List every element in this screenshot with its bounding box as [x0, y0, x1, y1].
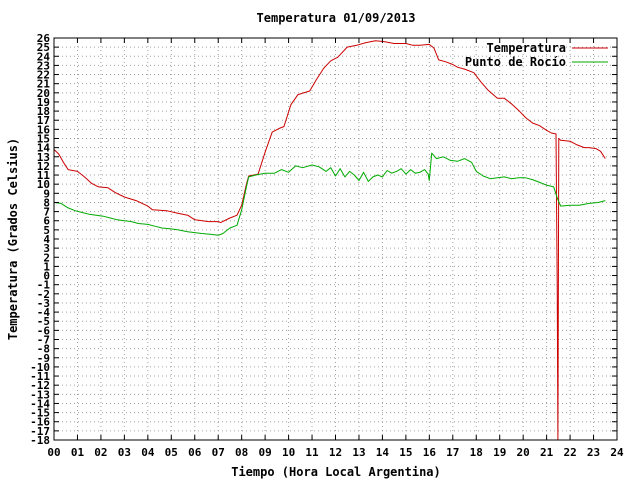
- x-tick-label: 08: [235, 446, 248, 459]
- x-tick-label: 16: [423, 446, 437, 459]
- y-tick-label: -13: [30, 388, 50, 401]
- y-tick-label: 13: [37, 151, 50, 164]
- y-tick-label: 18: [37, 105, 50, 118]
- y-tick-label: 5: [43, 224, 50, 237]
- y-tick-label: 11: [37, 169, 51, 182]
- legend-label-punto-de-rocio: Punto de Rocío: [465, 55, 566, 69]
- y-tick-label: 24: [37, 50, 51, 63]
- x-tick-label: 06: [188, 446, 202, 459]
- y-tick-label: 6: [43, 215, 50, 228]
- y-tick-label: 12: [37, 160, 50, 173]
- y-tick-label: 25: [37, 41, 50, 54]
- tick-marks: [53, 37, 618, 441]
- y-tick-label: 7: [43, 206, 50, 219]
- y-tick-label: -3: [37, 297, 50, 310]
- y-tick-label: -11: [30, 370, 50, 383]
- y-tick-label: -8: [37, 343, 50, 356]
- x-tick-label: 15: [399, 446, 412, 459]
- x-tick-label: 20: [517, 446, 530, 459]
- x-tick-label: 18: [470, 446, 483, 459]
- y-tick-label: -17: [30, 425, 50, 438]
- y-tick-label: 26: [37, 32, 51, 45]
- y-tick-label: 20: [37, 87, 50, 100]
- x-tick-labels: 00 01 02 03 04 05 06 07 08 09 10 11 12 13 14 15 16 17 18 19…: [47, 446, 624, 459]
- series-line-temperatura: [53, 40, 606, 441]
- y-tick-labels: -18-17-16-15-14-13-12-11-10-9-8-7-6-5-4-…: [30, 32, 50, 447]
- y-tick-label: 10: [37, 178, 50, 191]
- chart-title: Temperatura 01/09/2013: [257, 11, 416, 25]
- grid: [54, 38, 617, 440]
- y-tick-label: -18: [30, 434, 50, 447]
- x-tick-label: 23: [587, 446, 600, 459]
- x-tick-label: 04: [141, 446, 155, 459]
- y-tick-label: 2: [43, 251, 50, 264]
- x-tick-label: 13: [352, 446, 365, 459]
- y-tick-label: -6: [37, 324, 51, 337]
- y-tick-label: 3: [43, 242, 50, 255]
- x-tick-label: 21: [540, 446, 554, 459]
- x-axis-label: Tiempo (Hora Local Argentina): [231, 465, 441, 479]
- x-tick-label: 00: [47, 446, 60, 459]
- y-tick-label: 14: [37, 142, 51, 155]
- x-tick-label: 09: [259, 446, 272, 459]
- y-tick-label: -14: [30, 397, 50, 410]
- legend-label-temperatura: Temperatura: [487, 41, 566, 55]
- x-tick-label: 24: [610, 446, 624, 459]
- y-tick-label: 15: [37, 133, 50, 146]
- legend: Temperatura Punto de Rocío: [465, 41, 608, 69]
- x-tick-label: 19: [493, 446, 506, 459]
- x-tick-label: 02: [94, 446, 107, 459]
- y-tick-label: 16: [37, 123, 51, 136]
- y-tick-label: -16: [30, 416, 50, 429]
- y-tick-label: -10: [30, 361, 50, 374]
- y-tick-label: -5: [37, 315, 50, 328]
- y-tick-label: 0: [43, 270, 50, 283]
- y-tick-label: -1: [37, 279, 51, 292]
- x-tick-label: 07: [212, 446, 225, 459]
- x-tick-label: 12: [329, 446, 342, 459]
- series-lines: [53, 40, 606, 441]
- y-tick-label: 17: [37, 114, 50, 127]
- y-tick-label: -15: [30, 407, 50, 420]
- y-tick-label: -4: [37, 306, 51, 319]
- y-tick-label: 9: [43, 187, 50, 200]
- series-line-punto-de-rocio: [53, 152, 606, 236]
- y-tick-label: 1: [43, 260, 50, 273]
- x-tick-label: 05: [165, 446, 178, 459]
- y-tick-label: 8: [43, 196, 50, 209]
- y-tick-label: 4: [43, 233, 50, 246]
- x-tick-label: 17: [446, 446, 459, 459]
- x-tick-label: 10: [282, 446, 295, 459]
- x-tick-label: 11: [305, 446, 319, 459]
- y-tick-label: 21: [37, 78, 51, 91]
- y-tick-label: 22: [37, 69, 50, 82]
- x-tick-label: 14: [376, 446, 390, 459]
- y-tick-label: -7: [37, 334, 50, 347]
- y-tick-label: -2: [37, 288, 50, 301]
- x-tick-label: 22: [563, 446, 576, 459]
- x-tick-label: 03: [118, 446, 131, 459]
- y-tick-label: 23: [37, 59, 50, 72]
- x-tick-label: 01: [71, 446, 85, 459]
- y-axis-label: Temperatura (Grados Celsius): [6, 138, 20, 340]
- y-tick-label: -12: [30, 379, 50, 392]
- y-tick-label: -9: [37, 352, 50, 365]
- y-tick-label: 19: [37, 96, 50, 109]
